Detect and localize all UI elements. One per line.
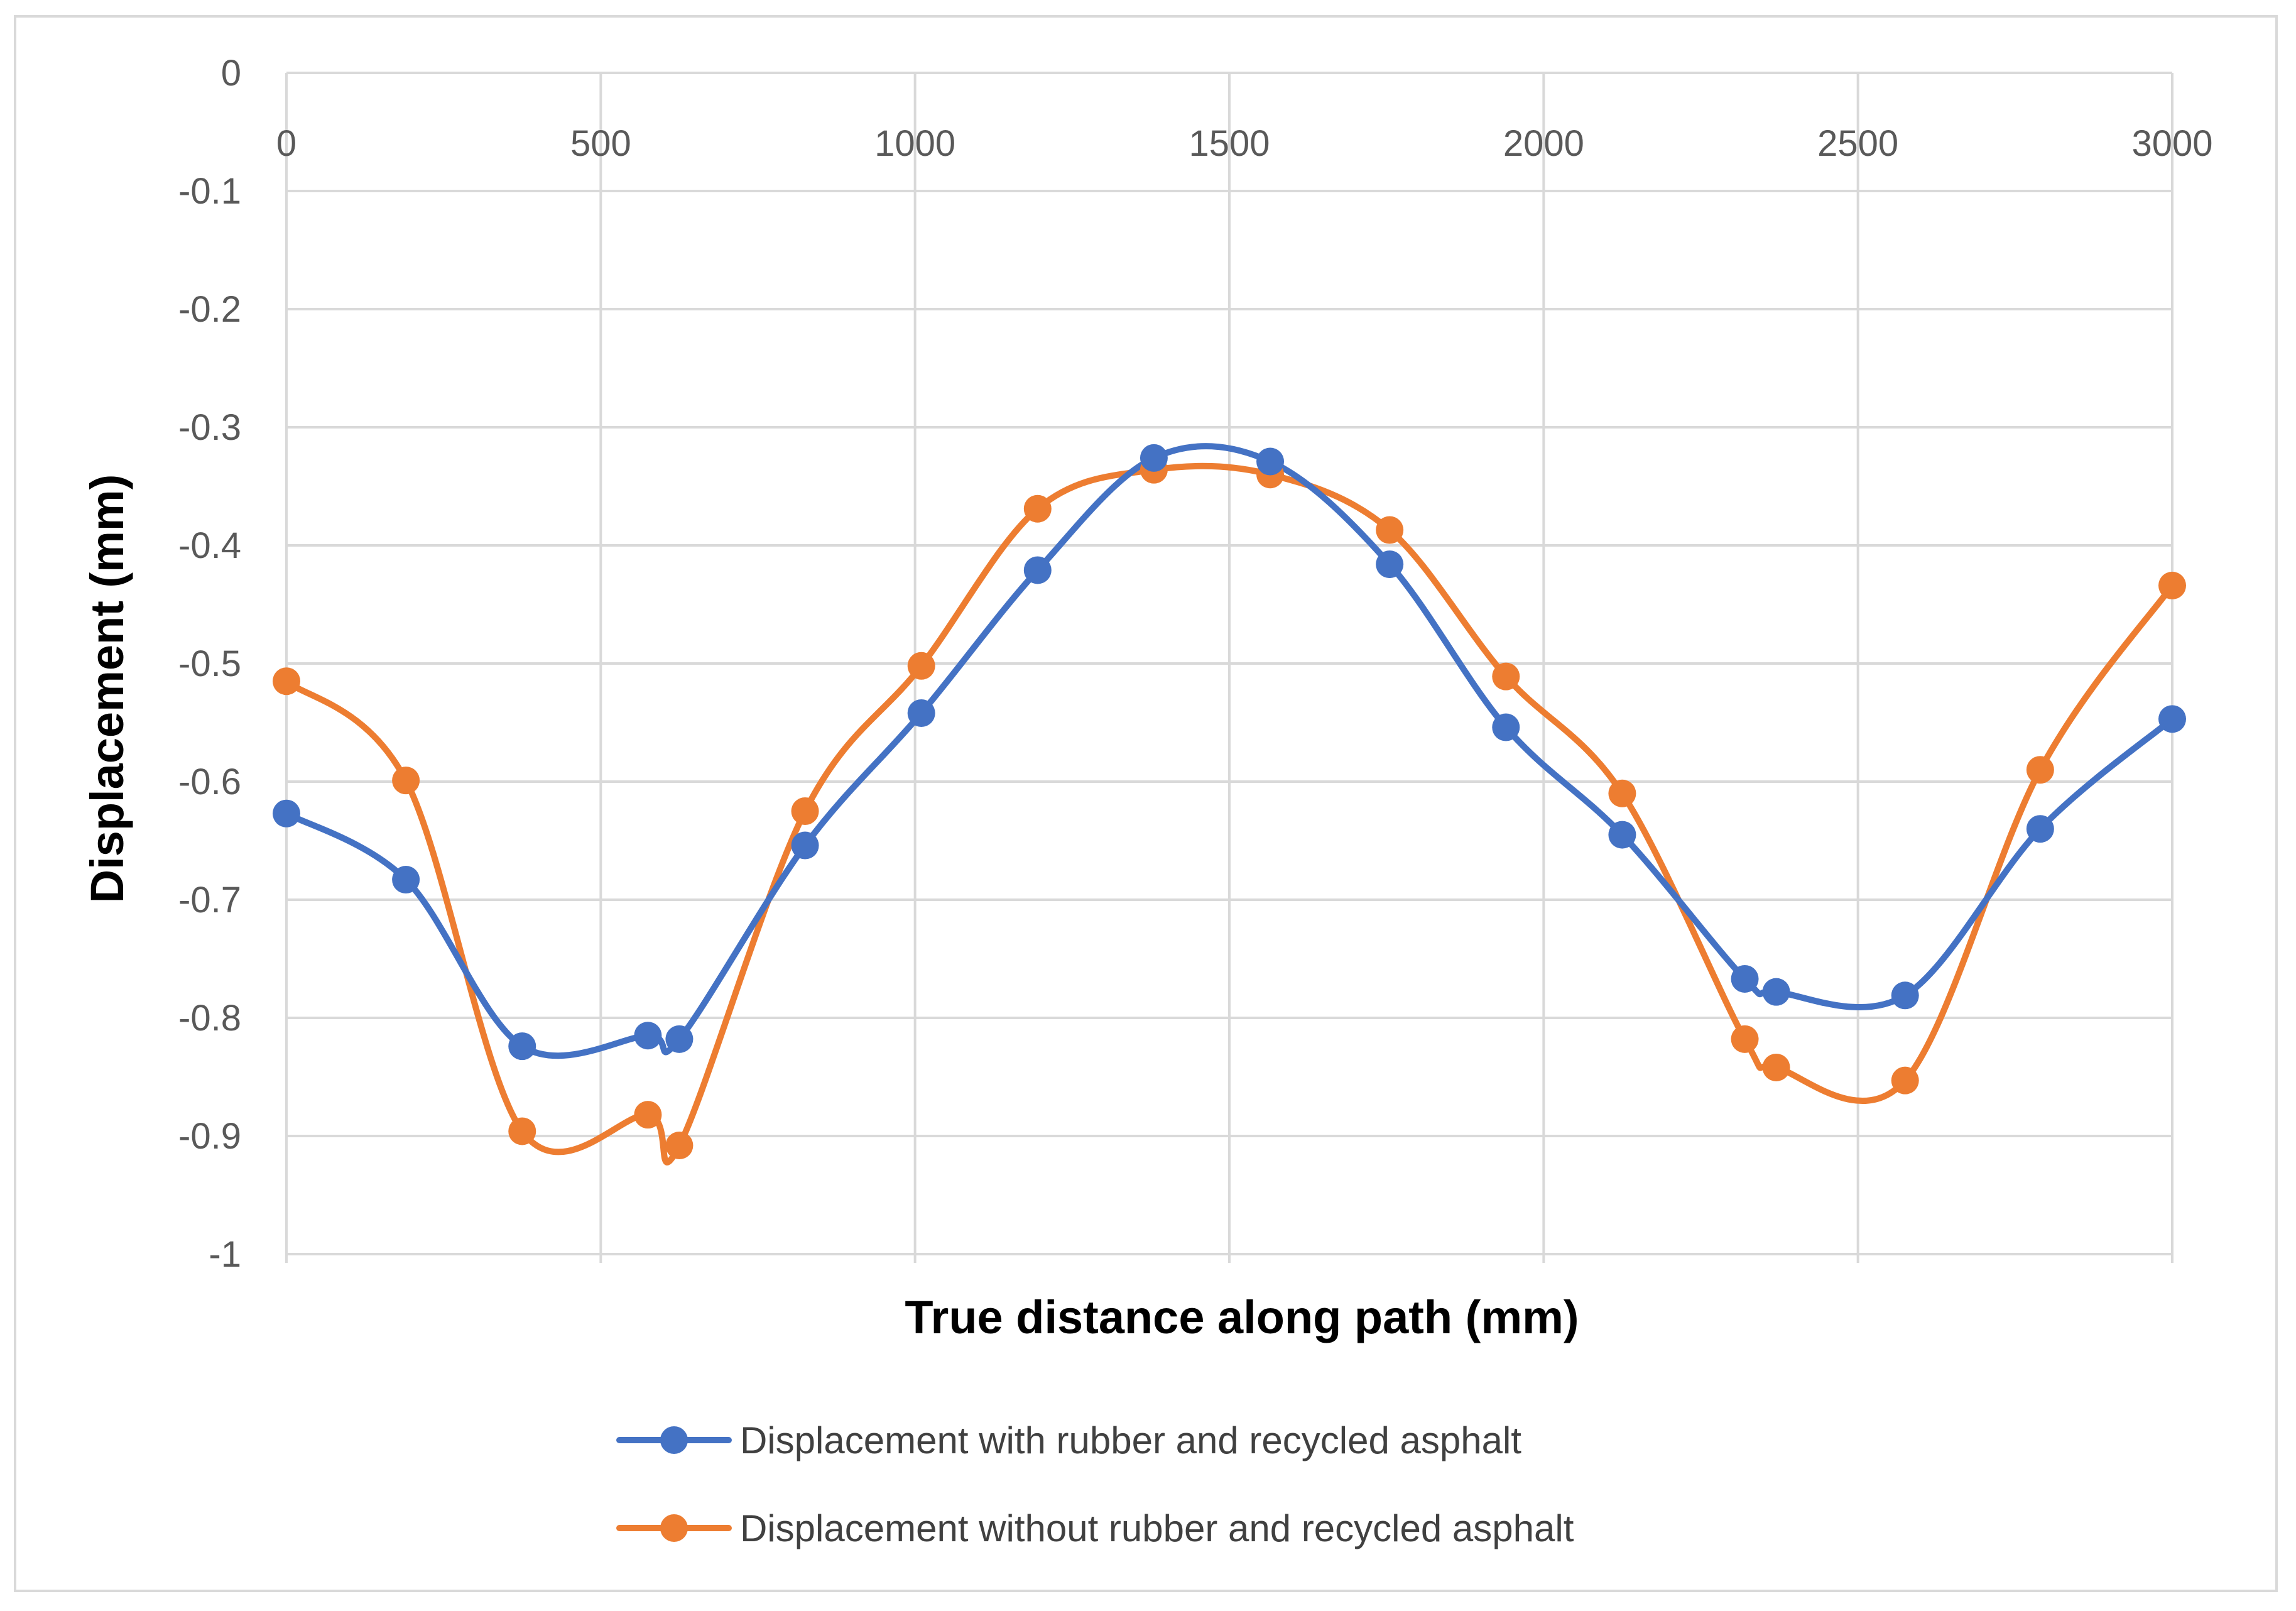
data-point-s0 (791, 831, 819, 860)
x-axis-title: True distance along path (mm) (905, 1291, 1579, 1343)
data-point-s0 (392, 866, 420, 894)
y-tick-label: -0.7 (178, 880, 241, 920)
y-tick-label: -0.6 (178, 762, 241, 802)
data-point-s1 (2158, 571, 2186, 599)
x-tick-label: 500 (570, 123, 631, 164)
y-tick-label: -0.8 (178, 998, 241, 1039)
data-point-s0 (1608, 821, 1636, 849)
data-point-s0 (2026, 815, 2054, 843)
data-point-s0 (273, 799, 300, 827)
data-point-s1 (508, 1117, 536, 1145)
data-point-s0 (665, 1025, 694, 1053)
data-point-s1 (1608, 779, 1636, 807)
y-axis-title: Displacement (mm) (81, 474, 133, 904)
data-point-s0 (1492, 713, 1520, 741)
data-point-s1 (273, 667, 300, 696)
data-point-s0 (1891, 981, 1919, 1010)
y-tick-label: -0.2 (178, 289, 241, 330)
data-point-s1 (791, 797, 819, 825)
data-point-s1 (1891, 1066, 1919, 1095)
line-chart: 0-0.1-0.2-0.3-0.4-0.5-0.6-0.7-0.8-0.9-1 … (81, 53, 2213, 1549)
data-point-s1 (634, 1101, 662, 1129)
chart-frame: 0 -0.1 -0.2 -0.3 -0.4 -0.5 -0.6 -0.7 -0.8 -0.9 -1 … (14, 15, 2278, 1592)
y-tick-label: -0.9 (178, 1116, 241, 1157)
x-tick-label: 1000 (874, 123, 955, 164)
y-tick-label: -0.1 (178, 171, 241, 212)
y-tick-label: -0.3 (178, 407, 241, 448)
data-point-s1 (665, 1132, 694, 1160)
data-point-s0 (907, 699, 935, 727)
legend-label-1: Displacement without rubber and recycled… (740, 1507, 1574, 1549)
data-point-s1 (1376, 516, 1404, 544)
data-point-s0 (1256, 447, 1285, 476)
data-point-s1 (392, 767, 420, 795)
x-tick-label: 3000 (2131, 123, 2212, 164)
x-tick-label: 2000 (1503, 123, 1584, 164)
data-point-s0 (1762, 978, 1790, 1006)
y-tick-label: -0.5 (178, 643, 241, 684)
data-point-s1 (2026, 756, 2054, 784)
x-tick-label: 1500 (1189, 123, 1270, 164)
legend-label-0: Displacement with rubber and recycled as… (740, 1419, 1521, 1461)
data-point-s0 (1731, 964, 1759, 993)
data-point-s0 (508, 1032, 536, 1061)
legend-marker-1 (660, 1514, 688, 1542)
data-point-s0 (634, 1022, 662, 1050)
x-tick-labels: 0 500 1000 1500 2000 2500 3000 (276, 123, 2213, 164)
legend-marker-0 (660, 1426, 688, 1454)
y-tick-label: 0 (221, 53, 241, 94)
data-point-s0 (1376, 550, 1404, 579)
x-tick-label: 0 (276, 123, 297, 164)
data-point-s0 (2158, 705, 2186, 733)
gridlines (285, 72, 2174, 1263)
series-line-1 (283, 462, 2175, 1166)
data-point-s1 (1023, 494, 1052, 523)
data-point-s1 (1762, 1053, 1790, 1081)
y-tick-label: -0.4 (178, 525, 241, 566)
y-tick-label: -1 (209, 1234, 241, 1275)
data-point-s0 (1023, 556, 1052, 584)
legend: Displacement with rubber and recycled as… (616, 1419, 1574, 1549)
x-tick-label: 2500 (1817, 123, 1898, 164)
data-point-s1 (1492, 662, 1520, 691)
y-tick-labels: 0 -0.1 -0.2 -0.3 -0.4 -0.5 -0.6 -0.7 -0.8 -0.9 -1 (178, 53, 241, 1275)
data-point-s0 (1140, 444, 1168, 472)
data-point-s1 (1731, 1025, 1759, 1053)
series-markers (273, 444, 2186, 1160)
data-point-s1 (907, 652, 935, 680)
